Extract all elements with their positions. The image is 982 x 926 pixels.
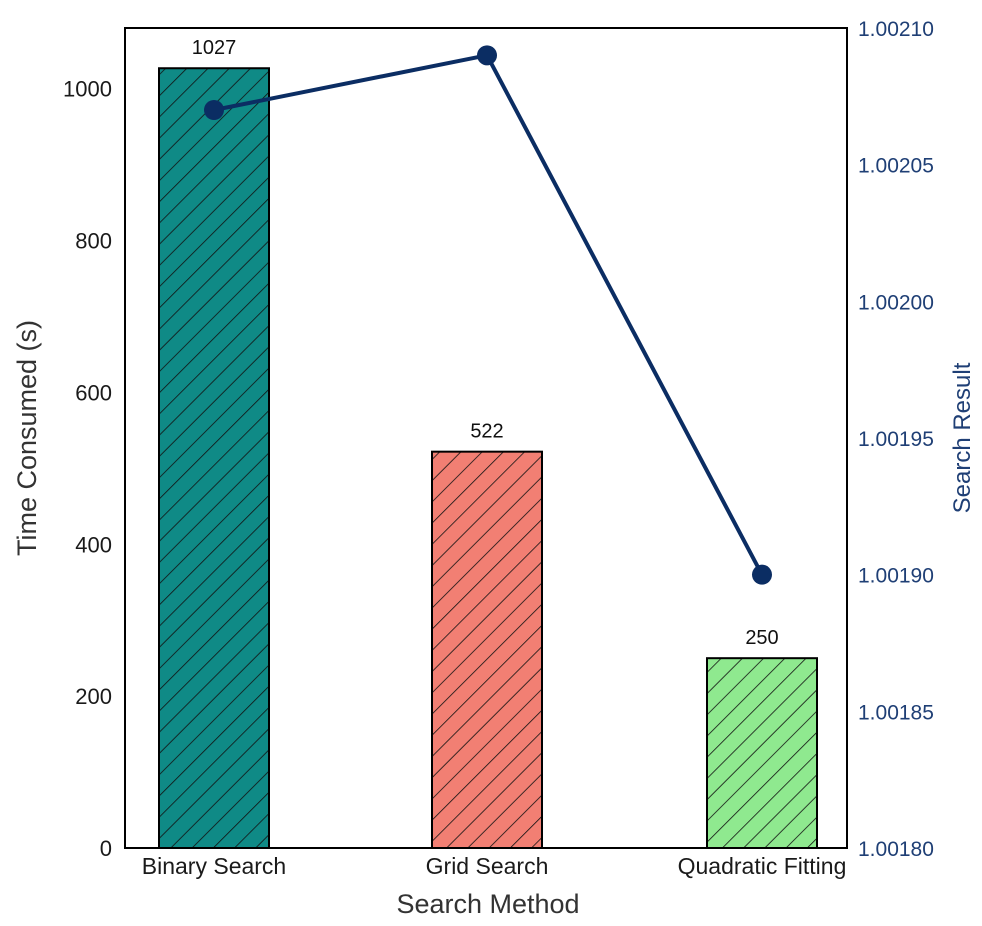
plot-frame <box>124 27 848 849</box>
left-tick-label-3: 600 <box>75 380 112 405</box>
bar-hatch-0 <box>158 67 270 850</box>
bar-hatch-1 <box>431 450 543 849</box>
bar-value-label-0: 1027 <box>192 37 237 59</box>
right-tick-label-6: 1.00210 <box>858 18 934 41</box>
category-label-0: Binary Search <box>142 853 286 879</box>
bar-value-labels: 1027 522 250 <box>192 37 779 649</box>
right-axis-ticks: 1.00180 1.00185 1.00190 1.00195 1.00200 1.002… <box>858 18 934 861</box>
category-label-2: Quadratic Fitting <box>678 853 847 879</box>
y2-axis-title: Search Result <box>949 362 976 513</box>
left-tick-label-0: 0 <box>100 836 112 861</box>
search-result-point-0 <box>204 100 224 120</box>
bar-value-label-2: 250 <box>745 627 778 649</box>
search-result-point-2 <box>752 564 772 585</box>
left-tick-label-5: 1000 <box>63 77 112 102</box>
right-tick-label-1: 1.00185 <box>858 701 934 724</box>
category-label-1: Grid Search <box>426 853 549 879</box>
left-tick-label-4: 800 <box>75 229 112 254</box>
y-axis-title: Time Consumed (s) <box>12 320 42 556</box>
right-tick-label-2: 1.00190 <box>858 565 934 588</box>
bar-value-label-1: 522 <box>470 421 503 443</box>
left-axis-ticks: 0 200 400 600 800 1000 <box>63 77 112 861</box>
right-tick-label-5: 1.00205 <box>858 155 934 178</box>
left-tick-label-2: 400 <box>75 532 112 557</box>
right-tick-label-4: 1.00200 <box>858 291 934 314</box>
bars-layer <box>158 67 818 850</box>
left-tick-label-1: 200 <box>75 684 112 709</box>
category-labels: Binary Search Grid Search Quadratic Fittin… <box>142 853 847 879</box>
bar-hatch-2 <box>706 657 818 849</box>
search-result-line-layer <box>204 45 772 585</box>
search-result-point-1 <box>477 45 497 66</box>
right-tick-label-0: 1.00180 <box>858 838 934 861</box>
x-axis-title: Search Method <box>396 889 579 919</box>
right-tick-label-3: 1.00195 <box>858 428 934 451</box>
